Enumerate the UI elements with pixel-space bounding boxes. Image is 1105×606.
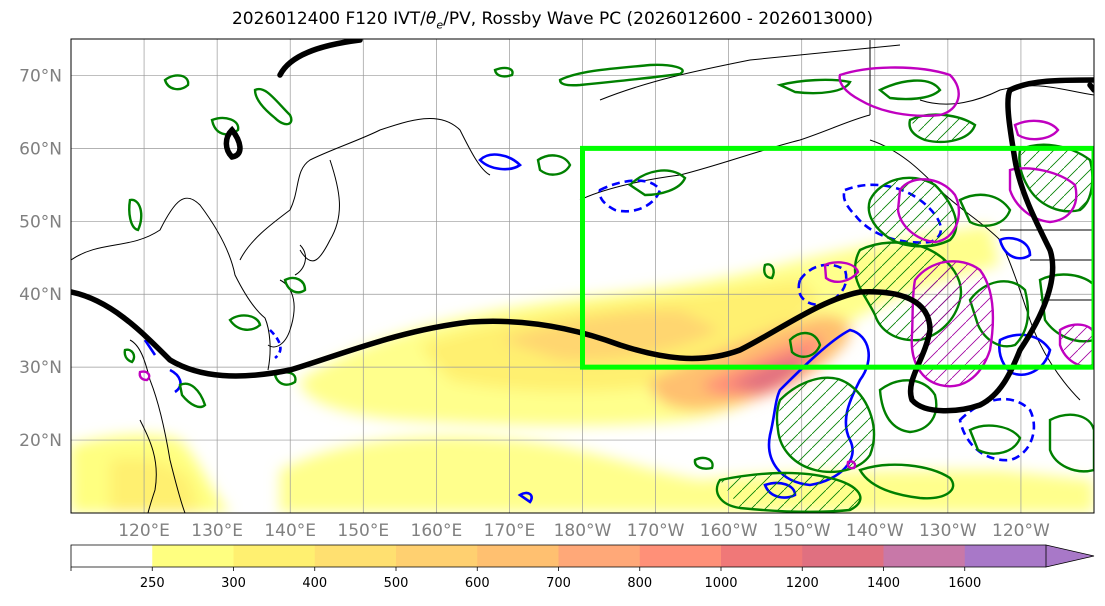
lon-label: 130°W bbox=[919, 521, 977, 541]
lat-label: 20°N bbox=[19, 431, 62, 451]
lon-label: 140°E bbox=[264, 521, 316, 541]
colorbar-segment bbox=[477, 545, 559, 567]
colorbar-segment bbox=[396, 545, 478, 567]
title-prefix: 2026012400 F120 IVT/ bbox=[231, 9, 426, 29]
colorbar-label: 400 bbox=[302, 576, 327, 591]
colorbar-label: 1200 bbox=[786, 576, 819, 591]
pv-contours bbox=[71, 39, 1094, 414]
colorbar-label: 600 bbox=[465, 576, 490, 591]
longitude-labels: 120°E 130°E 140°E 150°E 160°E 170°E 180°W 170°W… bbox=[118, 521, 1050, 541]
colorbar-segment bbox=[721, 545, 803, 567]
lon-label: 160°E bbox=[411, 521, 463, 541]
colorbar-segment bbox=[152, 545, 234, 567]
colorbar-label: 1600 bbox=[948, 576, 981, 591]
lat-label: 30°N bbox=[19, 358, 62, 378]
map-frame bbox=[70, 38, 1095, 514]
lon-label: 130°E bbox=[191, 521, 243, 541]
title-suffix: /PV, Rossby Wave PC (2026012600 - 202601… bbox=[443, 9, 874, 29]
colorbar-segment bbox=[883, 545, 966, 567]
ivt-shading bbox=[71, 225, 1094, 513]
lon-label: 120°E bbox=[118, 521, 170, 541]
colorbar-label: 1000 bbox=[704, 576, 737, 591]
colorbar-label: 300 bbox=[221, 576, 246, 591]
lon-label: 150°W bbox=[773, 521, 831, 541]
rossby-wave-region-box bbox=[580, 145, 1094, 370]
colorbar-extend-arrow bbox=[1045, 544, 1095, 568]
lon-label: 170°E bbox=[484, 521, 536, 541]
lat-label: 40°N bbox=[19, 285, 62, 305]
title-subscript: e bbox=[436, 18, 444, 32]
colorbar-segment bbox=[964, 545, 1047, 567]
colorbar-segment bbox=[314, 545, 397, 567]
lon-label: 120°W bbox=[992, 521, 1050, 541]
colorbar-label: 250 bbox=[140, 576, 165, 591]
colorbar-segment bbox=[71, 545, 153, 567]
lon-label: 180°W bbox=[554, 521, 612, 541]
colorbar-segment bbox=[558, 545, 641, 567]
colorbar: 250 300 400 500 600 700 800 1000 1200 1400 1600 bbox=[70, 544, 1095, 591]
colorbar-label: 800 bbox=[627, 576, 652, 591]
lon-label: 170°W bbox=[627, 521, 685, 541]
colorbar-segment bbox=[802, 545, 884, 567]
colorbar-segment bbox=[233, 545, 316, 567]
colorbar-label: 700 bbox=[546, 576, 571, 591]
lat-label: 60°N bbox=[19, 139, 62, 159]
colorbar-label: 500 bbox=[384, 576, 409, 591]
lon-label: 160°W bbox=[700, 521, 758, 541]
lat-label: 50°N bbox=[19, 212, 62, 232]
rossby-positive-contours bbox=[138, 66, 1094, 470]
latitude-labels: 20°N 30°N 40°N 50°N 60°N 70°N bbox=[19, 66, 62, 451]
lon-label: 140°W bbox=[846, 521, 904, 541]
title-theta: θ bbox=[425, 9, 437, 29]
map-canvas bbox=[71, 39, 1094, 513]
colorbar-segment bbox=[639, 545, 722, 567]
colorbar-label: 1400 bbox=[867, 576, 900, 591]
lon-label: 150°E bbox=[337, 521, 389, 541]
map-title: 2026012400 F120 IVT/θe/PV, Rossby Wave P… bbox=[0, 9, 1105, 31]
lat-label: 70°N bbox=[19, 66, 62, 86]
